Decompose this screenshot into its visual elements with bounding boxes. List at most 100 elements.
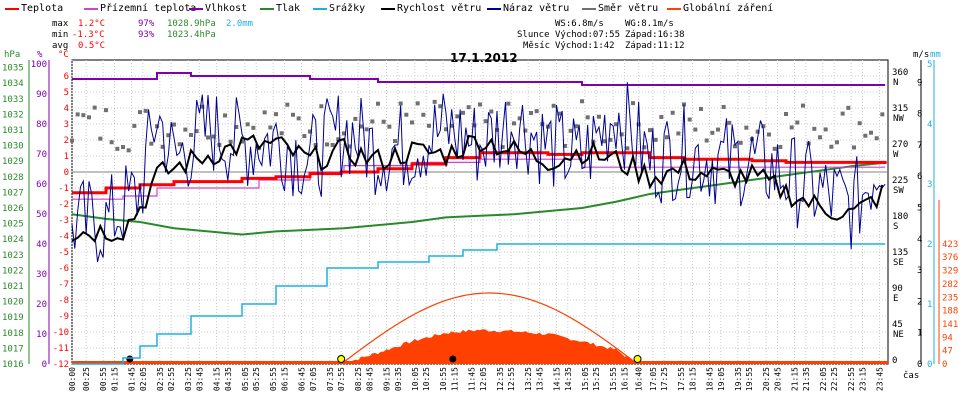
series-wind-direction-point bbox=[302, 134, 307, 139]
wind-unit: m/s bbox=[913, 50, 929, 60]
rain-tick-label: 0 bbox=[927, 360, 932, 370]
sun-label: Slunce bbox=[517, 30, 550, 40]
temperature-tick-label: -7 bbox=[58, 280, 69, 290]
legend-wind-dir-swatch bbox=[582, 8, 596, 10]
x-tick-label: 12:05 bbox=[479, 367, 488, 391]
x-tick-label: 20:45 bbox=[774, 367, 783, 391]
series-wind-direction-point bbox=[693, 127, 698, 132]
temperature-tick-label: -12 bbox=[53, 360, 69, 370]
series-wind-direction-point bbox=[704, 138, 709, 143]
series-wind-direction-point bbox=[138, 110, 142, 115]
series-wind-direction-point bbox=[398, 101, 403, 106]
series-wind-direction-point bbox=[285, 102, 290, 107]
series-wind-direction-point bbox=[534, 109, 539, 114]
series-wind-direction-point bbox=[92, 105, 97, 110]
solar-tick-label: 47 bbox=[942, 347, 953, 357]
moon-label: Měsíc bbox=[523, 41, 551, 51]
temperature-tick-label: 3 bbox=[64, 120, 69, 130]
sun-set: Západ:16:38 bbox=[625, 30, 685, 40]
series-wind-direction-point bbox=[308, 129, 312, 134]
direction-tick-name: W bbox=[893, 150, 899, 160]
x-tick-label: 01:45 bbox=[128, 367, 137, 391]
x-tick-label: 23:15 bbox=[859, 367, 868, 391]
legend-wind-speed-label: Rychlost větru bbox=[397, 3, 482, 14]
series-wind-direction-point bbox=[121, 145, 125, 150]
pressure-tick-label: 1020 bbox=[2, 298, 24, 308]
pressure-tick-label: 1033 bbox=[2, 95, 24, 105]
series-wind-direction-point bbox=[245, 122, 250, 127]
rain-tick-label: 5 bbox=[927, 60, 932, 70]
solar-tick-label: 329 bbox=[942, 267, 958, 277]
series-wind-direction-point bbox=[625, 146, 630, 151]
x-tick-label: 19:05 bbox=[717, 367, 726, 391]
series-wind-direction-point bbox=[325, 142, 329, 147]
series-wind-direction-point bbox=[166, 133, 171, 138]
wind-tick-label: 6 bbox=[917, 172, 922, 182]
series-wind-direction-point bbox=[727, 120, 732, 125]
x-tick-label: 11:45 bbox=[468, 367, 477, 391]
direction-tick-deg: 270 bbox=[892, 140, 908, 150]
legend-rain-label: Srážky bbox=[329, 3, 366, 14]
pressure-tick-label: 1025 bbox=[2, 220, 24, 230]
x-tick-label: 06:15 bbox=[281, 367, 290, 391]
x-tick-label: 19:55 bbox=[745, 367, 754, 391]
series-wind-direction-point bbox=[517, 116, 522, 121]
pressure-tick-label: 1027 bbox=[2, 188, 24, 198]
series-wind-direction-point bbox=[557, 111, 562, 116]
series-wind-direction-point bbox=[223, 113, 227, 118]
pressure-tick-label: 1021 bbox=[2, 282, 24, 292]
series-wind-direction-point bbox=[155, 124, 159, 129]
series-wind-direction-point bbox=[574, 124, 579, 129]
series-wind-direction-point bbox=[665, 135, 669, 140]
x-tick-label: 13:45 bbox=[536, 367, 545, 391]
solar-theoretical-arc bbox=[340, 292, 637, 365]
legend-wind-dir-label: Směr větru bbox=[598, 3, 659, 14]
x-tick-label: 17:25 bbox=[660, 367, 669, 391]
x-tick-label: 14:15 bbox=[553, 367, 562, 391]
temperature-unit: °C bbox=[58, 50, 69, 60]
series-wind-direction-point bbox=[466, 105, 471, 110]
x-tick-label: 13:25 bbox=[524, 367, 533, 391]
series-wind-direction-point bbox=[234, 124, 239, 129]
rain-tick-label: 2 bbox=[927, 240, 932, 250]
series-wind-direction-point bbox=[387, 124, 392, 129]
humidity-tick-label: 80 bbox=[36, 120, 47, 130]
pressure-tick-label: 1019 bbox=[2, 313, 24, 323]
legend-ground-temp-label: Přízemní teplota bbox=[100, 3, 197, 14]
series-wind-direction-point bbox=[478, 102, 482, 107]
series-wind-direction-point bbox=[812, 126, 817, 131]
temperature-tick-label: -9 bbox=[58, 312, 69, 322]
solar-tick-label: 376 bbox=[942, 253, 958, 263]
rain-tick-label: 3 bbox=[927, 180, 932, 190]
pressure-tick-label: 1030 bbox=[2, 142, 24, 152]
x-tick-label: 23:45 bbox=[876, 367, 885, 391]
wind-wg: WG:8.1m/s bbox=[625, 19, 674, 29]
stat-min-hum: 93% bbox=[138, 30, 155, 40]
series-wind-direction-point bbox=[585, 115, 590, 120]
series-wind-direction-point bbox=[160, 144, 165, 149]
temperature-tick-label: -4 bbox=[58, 232, 69, 242]
x-tick-label: 17:05 bbox=[649, 367, 658, 391]
solar-tick-label: 235 bbox=[942, 293, 958, 303]
series-wind-direction-point bbox=[789, 125, 794, 130]
series-wind-direction-point bbox=[381, 119, 386, 124]
wind-tick-label: 8 bbox=[917, 110, 922, 120]
series-solar-area bbox=[341, 329, 638, 364]
series-wind-direction-point bbox=[427, 123, 431, 128]
solar-tick-label: 94 bbox=[942, 333, 953, 343]
series-wind-direction-point bbox=[393, 139, 397, 144]
x-tick-label: 06:45 bbox=[298, 367, 307, 391]
series-wind-direction-point bbox=[846, 105, 851, 110]
moonset-marker bbox=[449, 355, 457, 363]
humidity-tick-label: 0 bbox=[42, 360, 47, 370]
x-tick-label: 21:15 bbox=[791, 367, 800, 391]
series-wind-direction-point bbox=[115, 146, 120, 151]
x-tick-label: 07:05 bbox=[309, 367, 318, 391]
stat-min-label: min bbox=[52, 30, 69, 40]
solar-baseline bbox=[72, 361, 888, 364]
series-wind-direction-point bbox=[795, 120, 800, 125]
legend-humidity-swatch bbox=[189, 8, 203, 10]
direction-tick-deg: 0 bbox=[892, 356, 897, 366]
series-wind-direction-point bbox=[551, 103, 556, 108]
sunrise-marker bbox=[337, 355, 346, 363]
